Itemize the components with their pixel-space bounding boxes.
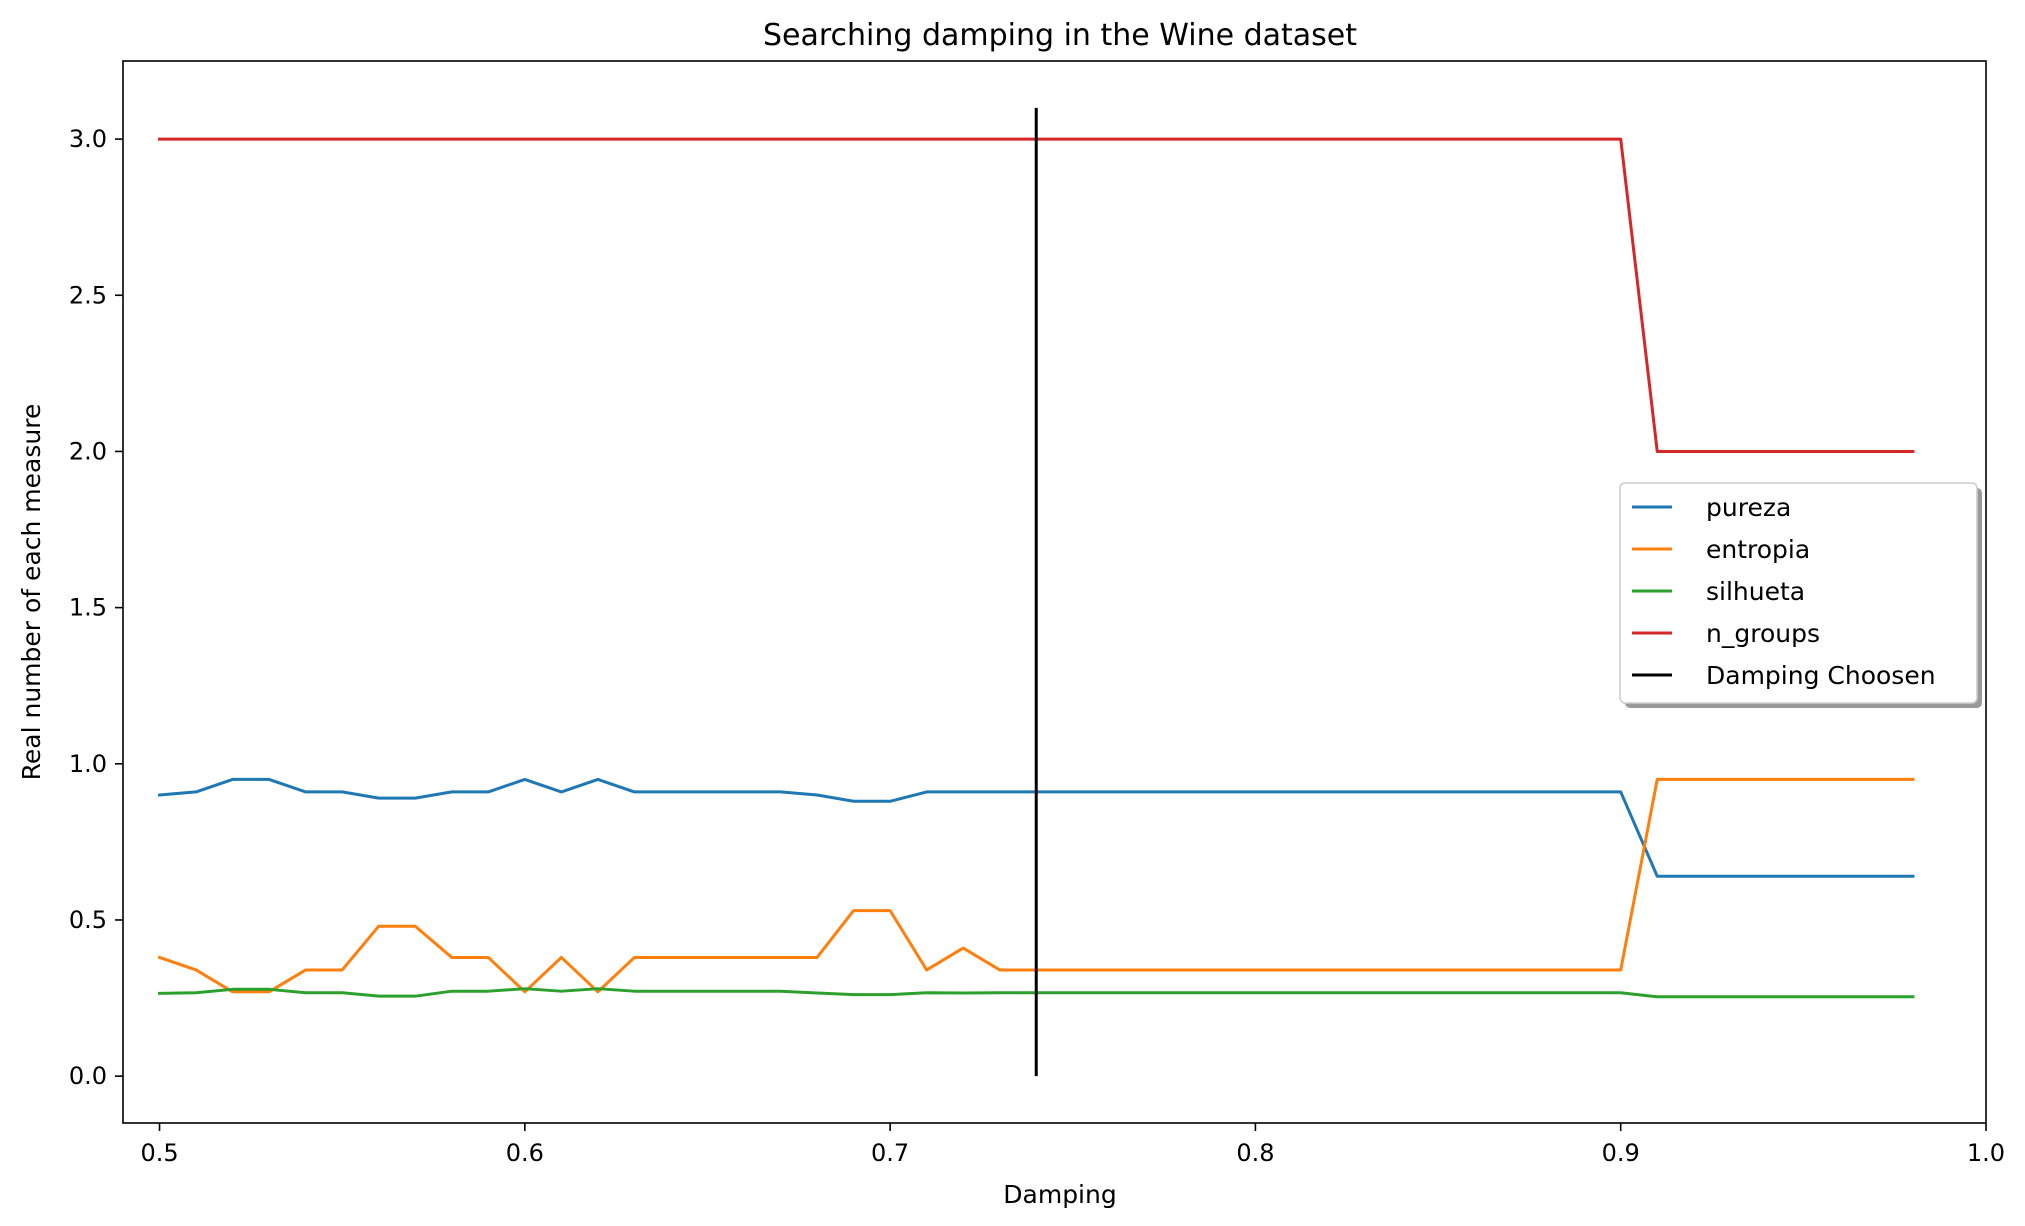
y-tick-label: 0.0 — [69, 1062, 107, 1090]
x-tick-label: 0.9 — [1602, 1139, 1640, 1167]
x-tick-label: 1.0 — [1967, 1139, 2005, 1167]
chart-title: Searching damping in the Wine dataset — [763, 18, 1357, 53]
y-tick-label: 3.0 — [69, 125, 107, 153]
x-tick-label: 0.7 — [871, 1139, 909, 1167]
legend-label-damping-choosen: Damping Choosen — [1706, 661, 1936, 690]
y-axis-label: Real number of each measure — [17, 404, 46, 781]
y-tick-label: 1.5 — [69, 594, 107, 622]
legend: pureza entropia silhueta n_groups Damping Ch… — [1619, 482, 1982, 708]
y-axis: 0.0 0.5 1.0 1.5 2.0 2.5 3.0 — [69, 125, 123, 1090]
x-tick-label: 0.8 — [1236, 1139, 1274, 1167]
x-axis-label: Damping — [1003, 1180, 1116, 1209]
x-axis: 0.5 0.6 0.7 0.8 0.9 1.0 — [140, 1123, 2005, 1167]
legend-box — [1619, 482, 1978, 704]
plot-frame — [122, 60, 1987, 1124]
x-tick-label: 0.5 — [140, 1139, 178, 1167]
plot-area — [157, 107, 1915, 1077]
y-tick-label: 2.5 — [69, 281, 107, 309]
x-tick-label: 0.6 — [506, 1139, 544, 1167]
legend-label-entropia: entropia — [1706, 535, 1810, 564]
y-tick-label: 1.0 — [69, 750, 107, 778]
y-tick-label: 2.0 — [69, 437, 107, 465]
y-tick-label: 0.5 — [69, 906, 107, 934]
legend-label-pureza: pureza — [1706, 493, 1791, 522]
legend-label-n-groups: n_groups — [1706, 619, 1820, 648]
legend-label-silhueta: silhueta — [1706, 577, 1805, 606]
